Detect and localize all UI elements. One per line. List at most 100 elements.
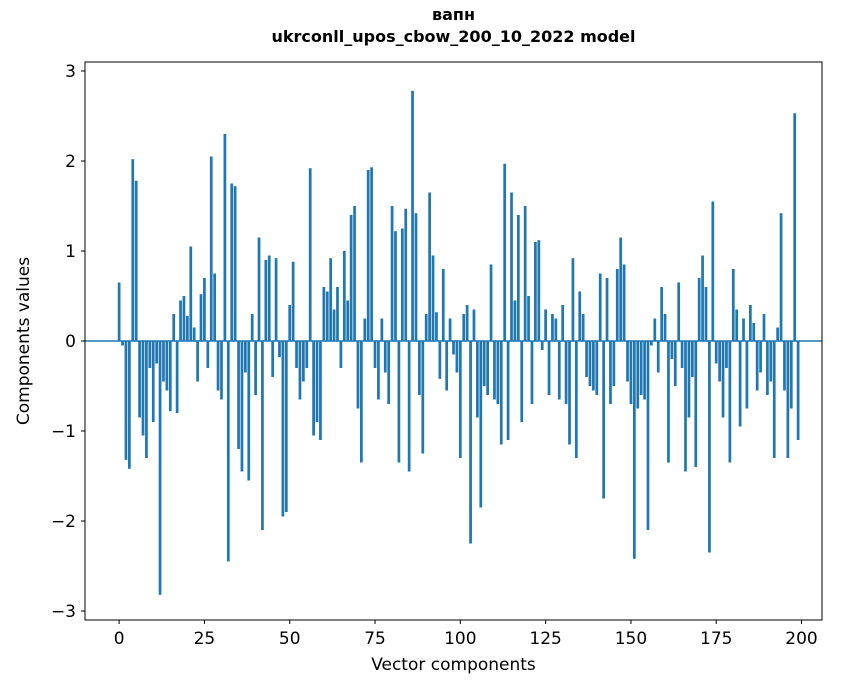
bar xyxy=(612,341,616,386)
bar xyxy=(127,341,131,469)
bar xyxy=(226,341,230,562)
bar xyxy=(315,341,319,422)
bar xyxy=(527,296,530,341)
bar xyxy=(411,90,414,341)
bar xyxy=(288,305,292,341)
bar xyxy=(554,318,558,341)
bar xyxy=(216,341,220,391)
bar xyxy=(209,156,213,341)
bar xyxy=(769,341,773,382)
bar xyxy=(138,341,141,418)
bar xyxy=(308,168,312,341)
bar xyxy=(748,305,752,341)
bar xyxy=(557,341,561,400)
bar xyxy=(708,341,711,553)
bar xyxy=(540,341,544,350)
bar xyxy=(165,341,169,391)
bar xyxy=(595,341,599,395)
bar xyxy=(578,291,582,341)
bar xyxy=(305,341,309,368)
y-tick-label: −3 xyxy=(51,602,76,622)
bar xyxy=(145,341,148,458)
y-axis-label: Components values xyxy=(14,256,34,426)
x-axis-label: Vector components xyxy=(371,655,536,675)
bar xyxy=(796,341,800,440)
bar xyxy=(131,159,135,341)
bar xyxy=(247,341,251,481)
x-tick-label: 200 xyxy=(785,629,817,649)
bar xyxy=(220,341,223,400)
x-tick-label: 150 xyxy=(615,629,647,649)
bar xyxy=(766,341,769,395)
bar xyxy=(622,264,626,341)
bar xyxy=(199,294,203,341)
bar xyxy=(124,341,128,460)
bar xyxy=(523,206,527,341)
bar xyxy=(632,341,636,559)
bar xyxy=(329,258,333,341)
bar xyxy=(117,282,121,341)
bar xyxy=(424,314,428,341)
bar xyxy=(134,180,138,341)
x-tick-label: 50 xyxy=(279,629,301,649)
bar xyxy=(250,314,254,341)
bar xyxy=(592,341,595,391)
bar xyxy=(237,341,240,449)
bar xyxy=(179,300,182,341)
bar xyxy=(380,318,384,341)
y-tick-label: 0 xyxy=(65,332,76,352)
bar xyxy=(701,255,704,341)
bar xyxy=(499,341,503,445)
bar xyxy=(404,208,408,341)
bar xyxy=(772,341,776,458)
bar xyxy=(742,318,745,341)
bar xyxy=(513,300,517,341)
y-tick-label: 2 xyxy=(65,152,76,172)
bar xyxy=(704,287,708,341)
bar xyxy=(551,314,554,341)
bar xyxy=(690,341,694,377)
bar xyxy=(431,255,435,341)
bar xyxy=(738,341,742,427)
bar xyxy=(383,341,387,373)
bar xyxy=(547,341,551,395)
bar xyxy=(400,228,404,341)
bar xyxy=(196,341,199,382)
bar xyxy=(656,341,660,373)
bar xyxy=(257,237,261,341)
bar xyxy=(735,309,739,341)
bar xyxy=(312,341,315,436)
bar xyxy=(213,273,217,341)
bar xyxy=(151,341,155,422)
bar xyxy=(636,341,640,409)
bar xyxy=(377,341,380,400)
x-tick-label: 100 xyxy=(444,629,476,649)
bar xyxy=(530,341,534,404)
bar xyxy=(278,341,281,358)
bar xyxy=(694,341,698,467)
bar xyxy=(629,341,633,404)
bar xyxy=(428,192,431,341)
bar xyxy=(189,246,193,341)
bar xyxy=(503,163,507,341)
bar xyxy=(759,341,762,373)
bar xyxy=(605,278,609,341)
bar xyxy=(452,341,455,355)
bar xyxy=(574,341,578,458)
bar xyxy=(182,296,186,341)
y-tick-label: −1 xyxy=(51,422,76,442)
x-tick-label: 25 xyxy=(194,629,216,649)
bar xyxy=(356,341,360,409)
bar xyxy=(281,341,285,517)
bar xyxy=(175,341,179,413)
bar xyxy=(271,341,275,377)
bar xyxy=(448,318,452,341)
bar xyxy=(789,341,793,409)
bar xyxy=(264,260,268,341)
bar xyxy=(510,192,513,341)
bar xyxy=(779,213,783,341)
bar xyxy=(520,341,524,422)
bar xyxy=(718,341,721,382)
bar xyxy=(233,186,237,341)
bar xyxy=(155,341,159,364)
